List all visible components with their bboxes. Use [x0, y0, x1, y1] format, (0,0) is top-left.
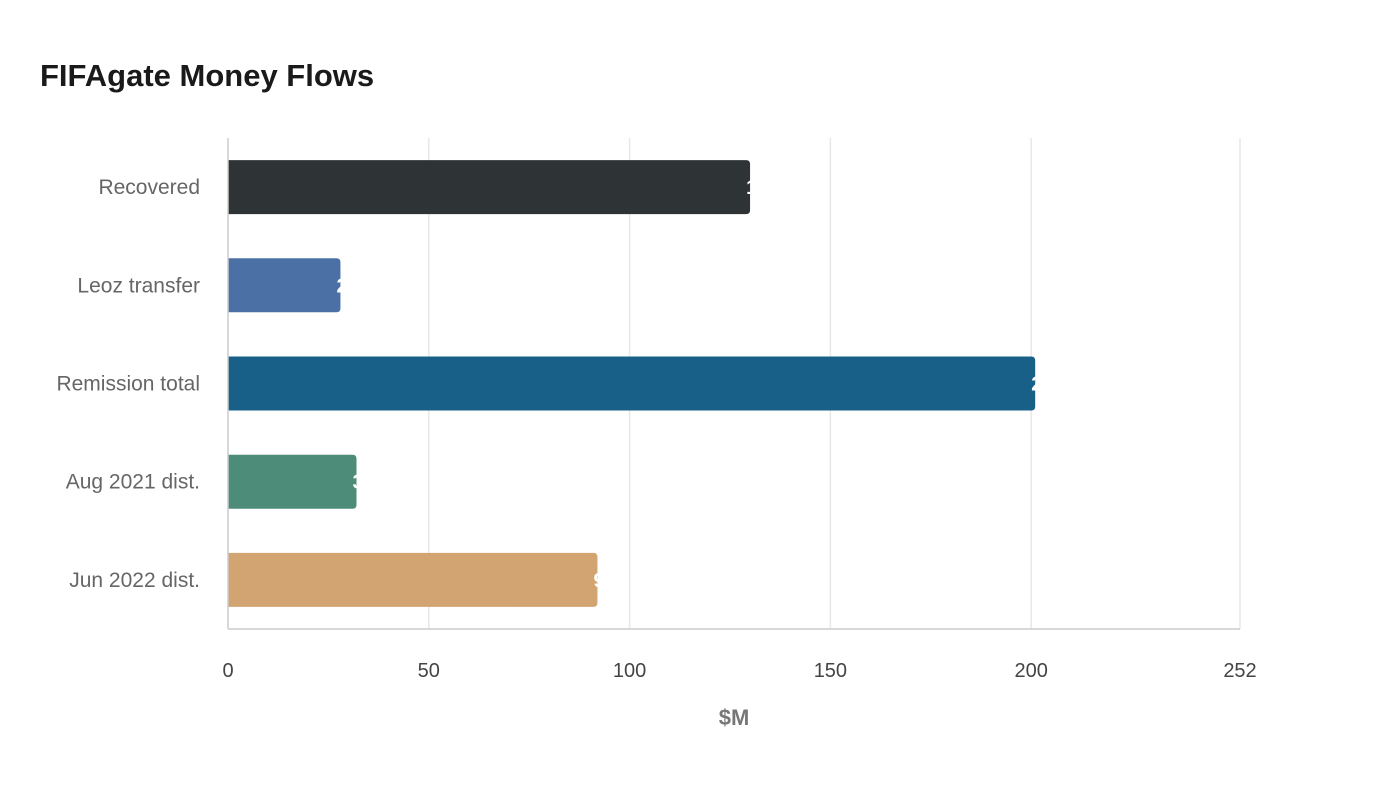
- bar-layer: [228, 160, 1036, 607]
- y-category-label: Leoz transfer: [77, 274, 200, 297]
- x-tick-label: 252: [1223, 660, 1256, 682]
- bar-value-label: 130: [746, 177, 779, 199]
- bar-value-label: 32: [353, 472, 375, 494]
- bar-value-label: 201: [1031, 374, 1064, 396]
- x-tick-label: 50: [418, 660, 440, 682]
- x-tick-label: 150: [814, 660, 847, 682]
- y-category-label: Remission total: [56, 373, 200, 396]
- y-category-label: Recovered: [98, 176, 200, 199]
- x-axis-title: $M: [719, 705, 750, 730]
- chart-title: FIFAgate Money Flows: [40, 58, 375, 93]
- bar-value-label: 28: [336, 275, 358, 297]
- label-layer: Recovered 130 Leoz transfer 28 Remission tot…: [56, 176, 1064, 592]
- bar: [228, 552, 598, 607]
- y-category-label: Aug 2021 dist.: [66, 471, 200, 494]
- bar: [228, 454, 357, 509]
- axis-layer: 0 50 100 150 200 252: [222, 138, 1257, 682]
- x-tick-label: 200: [1014, 660, 1047, 682]
- x-tick-label: 0: [222, 660, 233, 682]
- bar: [228, 356, 1036, 411]
- bar: [228, 258, 341, 313]
- y-category-label: Jun 2022 dist.: [69, 569, 200, 592]
- bar-value-label: 92: [593, 570, 615, 592]
- x-tick-label: 100: [613, 660, 646, 682]
- bar: [228, 160, 751, 215]
